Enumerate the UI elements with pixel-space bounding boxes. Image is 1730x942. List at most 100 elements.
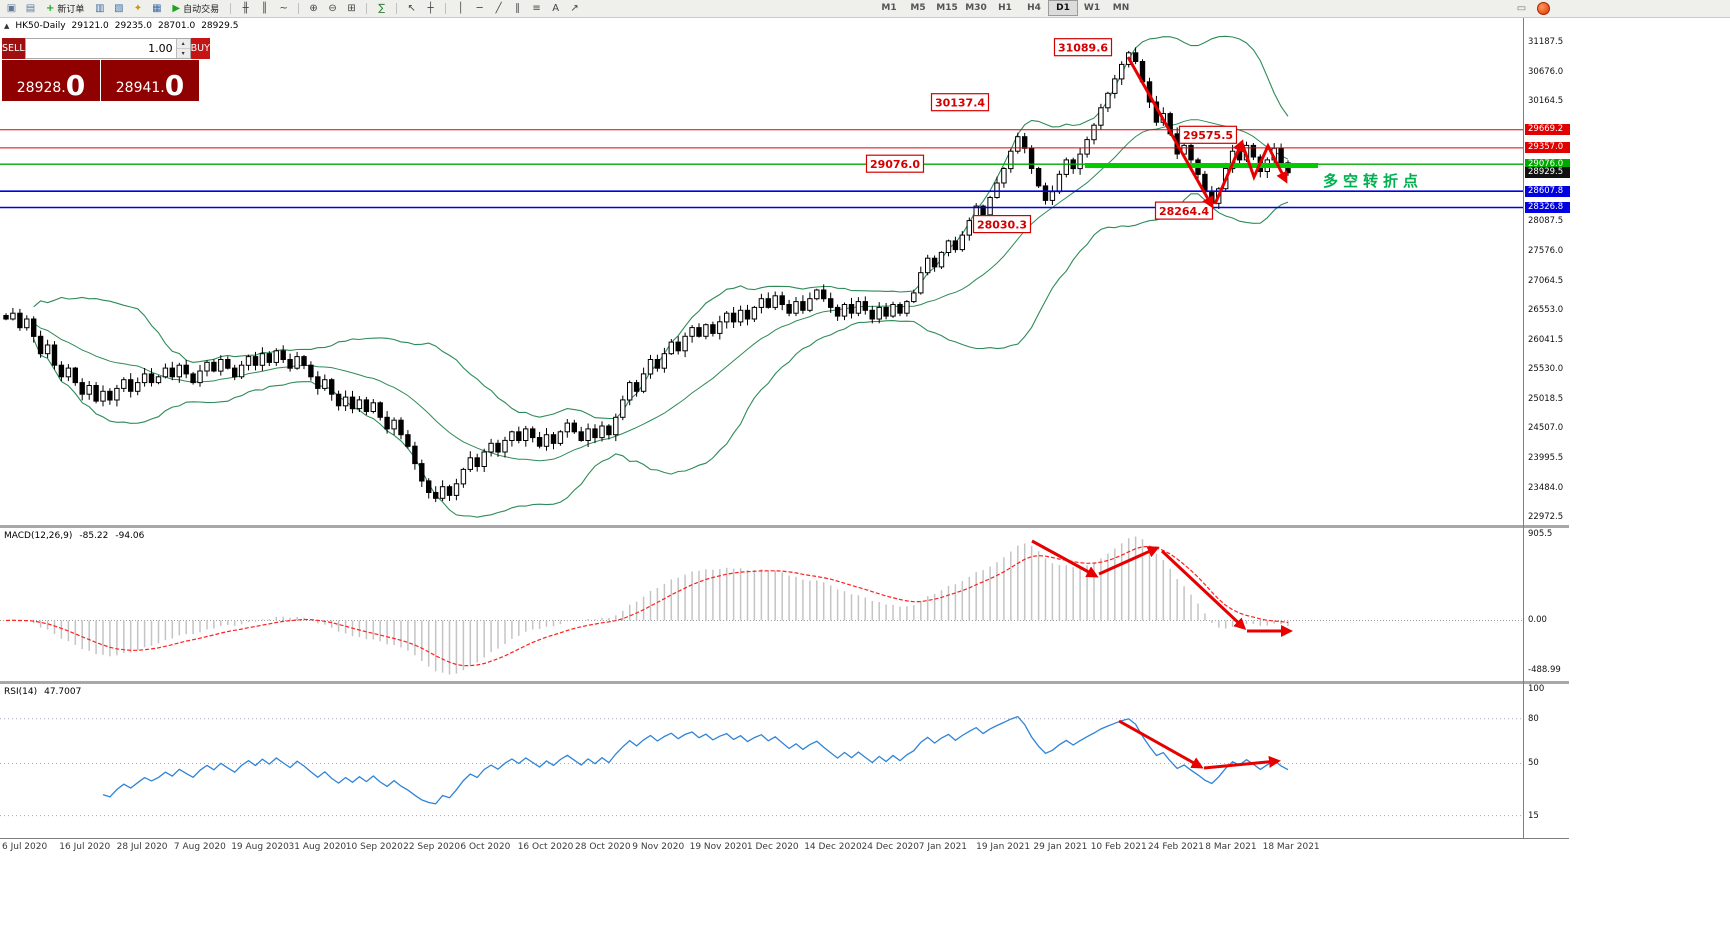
rsi-scale-label: 50	[1528, 758, 1539, 768]
toolbar: ▣ ▤ + 新订单 ▥ ▧ ✦ ▦ ▶ 自动交易 ╫ ║ ~ ⊕ ⊖ ⊞ ∑ ↖ ┼ │ ─ ╱ ∥ ≡ A ↗ M1 M5 M15 M…	[0, 0, 1730, 18]
chart-shift-icon[interactable]: ▭	[1516, 3, 1527, 14]
panel-separators[interactable]	[0, 525, 1569, 684]
svg-text:31089.6: 31089.6	[1058, 42, 1108, 55]
macd-signal-line	[5, 545, 1289, 667]
price-scale-label: 30676.0	[1528, 66, 1564, 77]
chart-profiles-icon[interactable]: ▤	[25, 3, 36, 14]
autotrading-button-label: 自动交易	[183, 5, 220, 15]
market-watch-icon[interactable]: ▥	[95, 3, 105, 14]
macd-histogram	[12, 536, 1289, 675]
price-scale-label: 27576.0	[1528, 245, 1564, 256]
horizontal-line-icon[interactable]: ─	[476, 3, 483, 14]
navigator-icon[interactable]: ✦	[133, 3, 143, 14]
fibonacci-icon[interactable]: ≡	[532, 3, 541, 14]
price-callouts[interactable]: 31089.6 30137.4 29575.5 29076.0 28264.4 28030…	[865, 38, 1238, 234]
date-label: 24 Feb 2021	[1148, 842, 1205, 852]
chart-window-icon[interactable]: ▣	[6, 3, 17, 14]
price-scale-label: 25018.5	[1528, 393, 1564, 404]
data-window-icon[interactable]: ▧	[114, 3, 124, 14]
price-scale-label: 30164.5	[1528, 96, 1564, 107]
toolbar-separator	[366, 3, 368, 14]
volume-down-button[interactable]: ▾	[176, 49, 190, 58]
timeframe-d1[interactable]: D1	[1048, 0, 1078, 16]
terminal-icon[interactable]: ▦	[152, 3, 162, 14]
open-value: 29121.0	[71, 21, 109, 31]
text-label-icon[interactable]: A	[552, 3, 560, 14]
date-label: 6 Jul 2020	[2, 842, 48, 852]
date-label: 18 Mar 2021	[1262, 842, 1320, 852]
candlestick-chart-icon[interactable]: ║	[261, 3, 268, 14]
macd-trend-arrows[interactable]	[1031, 539, 1293, 637]
macd-scale-label: 0.00	[1528, 615, 1547, 625]
price-scale-label: 25530.0	[1528, 364, 1564, 375]
date-label: 24 Dec 2020	[861, 842, 920, 852]
toolbar-separator	[396, 3, 398, 14]
timeframe-w1[interactable]: W1	[1083, 3, 1101, 13]
macd-scale-label: 905.5	[1528, 529, 1553, 539]
price-scale-label: 23484.0	[1528, 482, 1564, 493]
trendline-icon[interactable]: ╱	[495, 3, 502, 14]
main-trend-arrows[interactable]	[1126, 56, 1288, 209]
volume-stepper: ▴ ▾	[24, 38, 191, 59]
line-chart-icon[interactable]: ~	[279, 3, 288, 14]
cursor-icon[interactable]: ↖	[407, 3, 416, 14]
date-label: 29 Jan 2021	[1033, 842, 1088, 852]
zoom-in-icon[interactable]: ⊕	[309, 3, 318, 14]
timeframe-h1[interactable]: H1	[998, 3, 1012, 13]
timeframe-toolbar: M1 M5 M15 M30 H1 H4 D1 W1 MN	[875, 0, 1135, 16]
arrows-tool-icon[interactable]: ↗	[570, 3, 579, 14]
bars-chart-icon[interactable]: ╫	[242, 3, 249, 14]
sell-price-display[interactable]: 28928. 0	[2, 60, 100, 101]
timeframe-m30[interactable]: M30	[965, 3, 987, 13]
date-label: 16 Jul 2020	[59, 842, 111, 852]
sell-button[interactable]: SELL	[2, 38, 25, 59]
high-value: 29235.0	[114, 21, 152, 31]
timeframe-m15[interactable]: M15	[936, 3, 958, 13]
zoom-out-icon[interactable]: ⊖	[328, 3, 337, 14]
candlesticks	[3, 47, 1291, 503]
buy-button[interactable]: BUY	[190, 38, 210, 59]
tile-windows-icon[interactable]: ⊞	[347, 3, 356, 14]
toolbar-separator	[230, 3, 232, 14]
buy-price-pip: 0	[164, 69, 185, 102]
timeframe-h4[interactable]: H4	[1027, 3, 1041, 13]
price-line-badge: 28929.5	[1525, 167, 1570, 179]
date-label: 16 Oct 2020	[517, 842, 574, 852]
price-line-badge: 29357.0	[1525, 142, 1570, 154]
volume-up-button[interactable]: ▴	[176, 39, 190, 49]
autotrading-button[interactable]: ▶ 自动交易	[167, 1, 224, 16]
chart-text-annotation[interactable]: 多空转折点	[1323, 172, 1424, 190]
volume-input[interactable]	[25, 39, 176, 58]
date-label: 7 Jan 2021	[918, 842, 968, 852]
alert-icon[interactable]	[1537, 2, 1550, 15]
equidistant-channel-icon[interactable]: ∥	[515, 3, 521, 14]
vertical-line-icon[interactable]: │	[457, 3, 464, 14]
svg-text:30137.4: 30137.4	[935, 97, 985, 110]
rsi-line	[102, 715, 1289, 805]
autotrading-button-icon: ▶	[172, 3, 181, 14]
indicators-icon[interactable]: ∑	[378, 3, 385, 14]
rsi-indicator-label: RSI(14) 47.7007	[4, 687, 81, 697]
macd-indicator-label: MACD(12,26,9) -85.22 -94.06	[4, 531, 144, 541]
svg-text:29575.5: 29575.5	[1183, 129, 1233, 142]
new-order-button[interactable]: + 新订单	[41, 1, 89, 16]
crosshair-icon[interactable]: ┼	[427, 3, 434, 14]
sell-price-main: 28928.	[16, 80, 66, 96]
date-label: 6 Oct 2020	[460, 842, 511, 852]
timeframe-m1[interactable]: M1	[881, 3, 897, 13]
buy-price-display[interactable]: 28941. 0	[101, 60, 199, 101]
price-scale[interactable]: 31187.5 30676.0 30164.5 28087.5 27576.0 27064…	[1523, 17, 1570, 838]
timeframe-mn[interactable]: MN	[1112, 3, 1130, 13]
time-scale[interactable]: 6 Jul 2020 16 Jul 2020 28 Jul 2020 7 Aug 20…	[0, 838, 1569, 857]
price-scale-label: 26553.0	[1528, 305, 1564, 316]
timeframe-m5[interactable]: M5	[910, 3, 926, 13]
buy-price-main: 28941.	[115, 80, 165, 96]
price-line-badge: 29669.2	[1525, 124, 1570, 136]
date-label: 19 Nov 2020	[689, 842, 748, 852]
new-order-button-icon: +	[46, 3, 55, 14]
rsi-trend-arrows[interactable]	[1118, 719, 1281, 770]
collapse-icon[interactable]: ▲	[4, 22, 10, 30]
date-label: 10 Feb 2021	[1090, 842, 1147, 852]
horizontal-line-objects[interactable]	[0, 129, 1523, 209]
